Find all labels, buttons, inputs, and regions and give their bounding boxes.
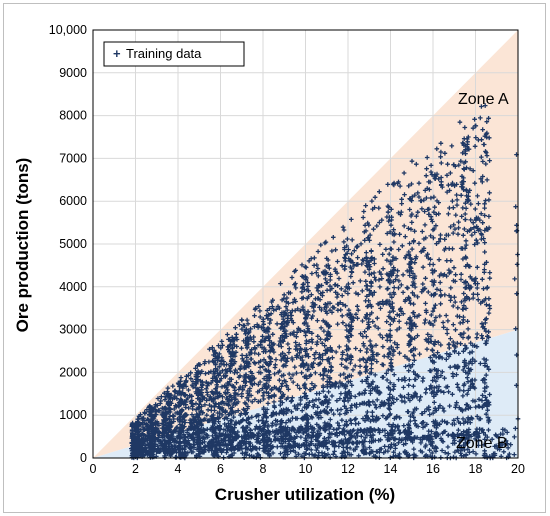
y-axis-title: Ore production (tons) bbox=[13, 158, 32, 333]
y-tick-label: 7000 bbox=[59, 151, 87, 165]
y-tick-label: 1000 bbox=[59, 408, 87, 422]
y-tick-label: 10,000 bbox=[49, 23, 87, 37]
y-tick-labels: 0 1000 2000 3000 4000 5000 6000 7000 8000 9000 10,… bbox=[49, 23, 87, 465]
zone-b-region bbox=[93, 329, 518, 458]
data-points bbox=[129, 103, 521, 461]
y-tick-label: 3000 bbox=[59, 323, 87, 337]
x-tick-label: 2 bbox=[132, 462, 139, 476]
y-tick-label: 8000 bbox=[59, 109, 87, 123]
x-tick-label: 14 bbox=[384, 462, 398, 476]
y-tick-label: 4000 bbox=[59, 280, 87, 294]
zone-a-label: Zone A bbox=[458, 91, 509, 108]
x-tick-label: 6 bbox=[217, 462, 224, 476]
x-tick-label: 18 bbox=[469, 462, 483, 476]
plot-border bbox=[92, 29, 519, 459]
x-tick-label: 16 bbox=[426, 462, 440, 476]
legend-marker: + bbox=[113, 46, 121, 61]
x-tick-label: 20 bbox=[511, 462, 525, 476]
legend: + Training data bbox=[103, 41, 245, 67]
x-tick-label: 10 bbox=[299, 462, 313, 476]
legend-box bbox=[103, 41, 245, 67]
y-tick-label: 0 bbox=[80, 451, 87, 465]
y-tick-label: 9000 bbox=[59, 66, 87, 80]
legend-label: Training data bbox=[126, 46, 202, 61]
zone-b-label: Zone B bbox=[456, 435, 508, 452]
x-axis-title: Crusher utilization (%) bbox=[215, 485, 395, 504]
y-tick-label: 5000 bbox=[59, 237, 87, 251]
training-data-points bbox=[129, 103, 521, 461]
x-tick-label: 4 bbox=[175, 462, 182, 476]
x-tick-label: 8 bbox=[260, 462, 267, 476]
y-tick-label: 6000 bbox=[59, 194, 87, 208]
x-tick-label: 12 bbox=[341, 462, 355, 476]
x-tick-labels: 0 2 4 6 8 10 12 14 16 18 20 bbox=[90, 462, 525, 476]
x-tick-label: 0 bbox=[90, 462, 97, 476]
y-tick-label: 2000 bbox=[59, 365, 87, 379]
